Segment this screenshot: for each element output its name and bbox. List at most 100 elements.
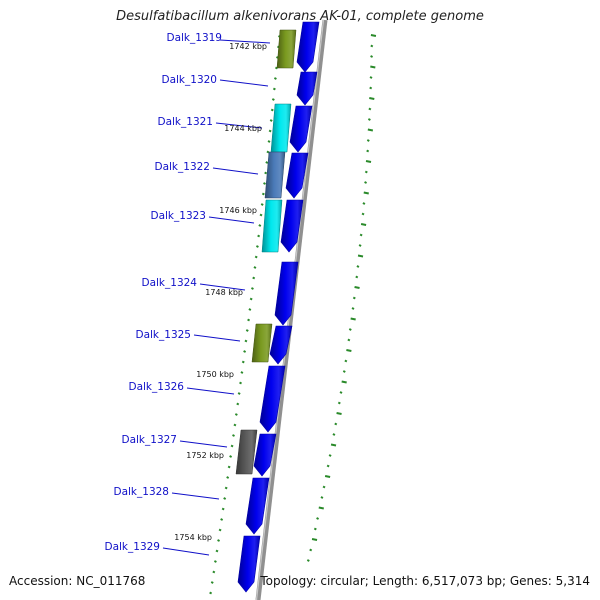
outer-tick-mark: [370, 44, 374, 48]
position-label: 1748 kbp: [205, 288, 243, 297]
inner-tick-mark: [264, 171, 268, 175]
inner-tick-mark: [209, 591, 213, 595]
outer-tick-mark: [357, 254, 364, 258]
inner-tick-mark: [270, 108, 274, 112]
feature-block-olive[interactable]: [276, 29, 297, 69]
inner-tick-mark: [239, 381, 242, 385]
gene-leader-line: [208, 216, 255, 224]
outer-tick-mark: [350, 317, 356, 321]
inner-tick-mark: [248, 308, 252, 311]
gene-leader-line: [215, 122, 263, 129]
gene-label[interactable]: Dalk_1321: [158, 116, 214, 128]
cds-arrow[interactable]: [296, 21, 320, 73]
outer-tick-mark: [368, 107, 372, 111]
gene-label[interactable]: Dalk_1326: [129, 381, 185, 393]
inner-tick-mark: [213, 560, 217, 563]
outer-tick-mark: [322, 485, 326, 489]
outer-tick-mark: [369, 76, 373, 79]
gene-label[interactable]: Dalk_1322: [155, 161, 211, 173]
position-label: 1746 kbp: [219, 206, 257, 215]
outer-tick-mark: [367, 128, 374, 132]
inner-tick-mark: [232, 434, 235, 437]
gene-label[interactable]: Dalk_1324: [142, 277, 198, 289]
gene-label[interactable]: Dalk_1320: [162, 74, 218, 86]
cds-arrow[interactable]: [245, 477, 270, 535]
outer-tick-mark: [328, 454, 332, 457]
outer-tick-mark: [355, 275, 359, 279]
topology-text: Topology: circular; Length: 6,517,073 bp…: [260, 574, 590, 588]
outer-tick-mark: [330, 443, 337, 447]
outer-tick-mark: [337, 401, 341, 405]
feature-block-steel[interactable]: [264, 151, 286, 199]
inner-tick-mark: [252, 276, 256, 280]
inner-tick-mark: [212, 570, 216, 574]
feature-block-dark-gray[interactable]: [235, 429, 258, 475]
inner-tick-mark: [218, 528, 222, 532]
inner-tick-mark: [237, 392, 241, 395]
position-label: 1752 kbp: [186, 451, 224, 460]
cds-arrow[interactable]: [269, 325, 293, 365]
inner-tick-mark: [224, 486, 228, 490]
inner-tick-mark: [254, 255, 258, 259]
outer-tick-mark: [369, 86, 373, 90]
inner-tick-mark: [274, 66, 278, 70]
feature-block-cyan[interactable]: [261, 199, 283, 253]
inner-tick-mark: [260, 203, 264, 206]
gene-label[interactable]: Dalk_1323: [151, 210, 207, 222]
position-label: 1744 kbp: [224, 124, 262, 133]
cds-arrow[interactable]: [237, 535, 261, 593]
gene-leader-line: [171, 492, 220, 500]
position-label: 1750 kbp: [196, 370, 234, 379]
feature-block-olive[interactable]: [251, 323, 273, 363]
cds-arrow[interactable]: [296, 71, 318, 106]
outer-tick-mark: [341, 380, 347, 384]
inner-tick-mark: [273, 77, 277, 80]
inner-tick-mark: [268, 129, 272, 133]
inner-tick-mark: [233, 423, 237, 427]
inner-tick-mark: [259, 213, 263, 217]
outer-tick-mark: [362, 202, 366, 205]
cds-arrow[interactable]: [253, 433, 277, 477]
inner-tick-mark: [240, 371, 244, 374]
gene-label[interactable]: Dalk_1325: [136, 329, 192, 341]
inner-tick-mark: [271, 98, 275, 101]
gene-label[interactable]: Dalk_1327: [122, 434, 178, 446]
inner-tick-mark: [255, 245, 259, 248]
gene-label[interactable]: Dalk_1329: [105, 541, 161, 553]
inner-tick-mark: [250, 287, 254, 290]
gene-leader-line: [219, 39, 271, 44]
gene-leader-line: [219, 79, 269, 87]
outer-tick-mark: [326, 464, 330, 468]
inner-tick-mark: [253, 266, 257, 269]
feature-block-cyan[interactable]: [270, 103, 292, 153]
inner-tick-mark: [210, 581, 214, 584]
position-label: 1754 kbp: [174, 533, 212, 542]
outer-tick-mark: [366, 149, 370, 153]
gene-leader-line: [199, 283, 246, 291]
cds-arrow[interactable]: [285, 152, 309, 199]
inner-tick-mark: [241, 360, 245, 364]
cds-arrow[interactable]: [274, 261, 299, 326]
outer-tick-mark: [364, 170, 368, 174]
gene-leader-line: [162, 547, 210, 556]
gene-leader-line: [186, 387, 235, 395]
outer-tick-mark: [313, 527, 317, 531]
outer-tick-mark: [356, 265, 360, 268]
outer-tick-mark: [309, 548, 313, 552]
cds-arrow[interactable]: [259, 365, 286, 433]
inner-tick-mark: [243, 350, 247, 353]
outer-tick-mark: [370, 65, 376, 69]
outer-tick-mark: [363, 191, 369, 195]
cds-arrow[interactable]: [289, 105, 313, 153]
map-title: Desulfatibacillum alkenivorans AK-01, co…: [116, 9, 484, 24]
outer-tick-mark: [311, 538, 318, 541]
gene-label[interactable]: Dalk_1328: [114, 486, 170, 498]
inner-tick-mark: [221, 507, 225, 511]
cds-arrow[interactable]: [280, 199, 304, 253]
outer-tick-mark: [370, 34, 377, 37]
inner-tick-mark: [267, 140, 271, 143]
outer-tick-mark: [352, 296, 356, 300]
gene-label[interactable]: Dalk_1319: [167, 32, 223, 44]
